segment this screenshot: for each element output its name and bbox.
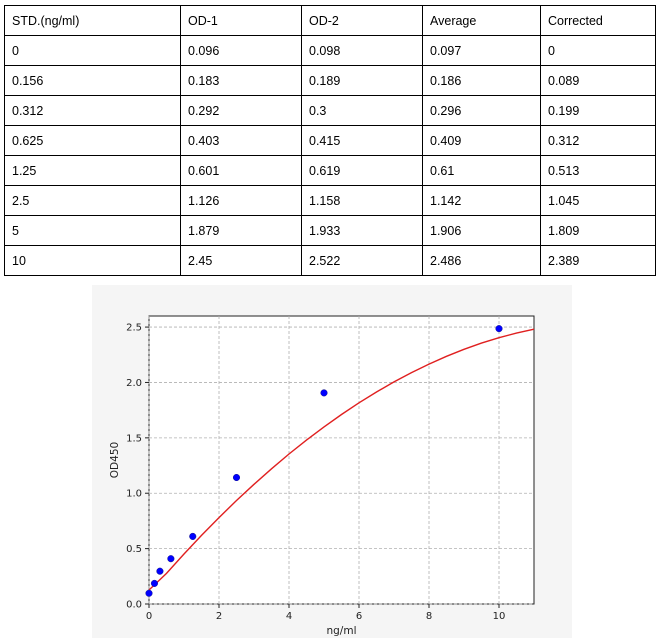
cell-corrected: 1.809	[540, 215, 656, 246]
cell-od2: 0.3	[301, 95, 423, 126]
cell-corrected: 0.199	[540, 95, 656, 126]
cell-average: 0.097	[422, 35, 541, 66]
cell-od1: 0.601	[180, 155, 302, 186]
table-row: 1.25 0.601 0.619 0.61 0.513	[4, 155, 656, 186]
cell-std: 10	[4, 245, 181, 276]
x-axis-label: ng/ml	[326, 625, 356, 637]
y-tick-label: 1.0	[126, 489, 142, 500]
col-header-average: Average	[422, 5, 541, 36]
cell-od2: 0.619	[301, 155, 423, 186]
cell-corrected: 0.513	[540, 155, 656, 186]
cell-std: 1.25	[4, 155, 181, 186]
cell-od2: 2.522	[301, 245, 423, 276]
standards-table: STD.(ng/ml) OD-1 OD-2 Average Corrected …	[4, 5, 656, 276]
cell-od1: 0.403	[180, 125, 302, 156]
cell-od2: 0.415	[301, 125, 423, 156]
x-tick-label: 2	[216, 611, 222, 622]
cell-std: 5	[4, 215, 181, 246]
table-row: 2.5 1.126 1.158 1.142 1.045	[4, 185, 656, 216]
cell-average: 0.296	[422, 95, 541, 126]
col-header-corrected: Corrected	[540, 5, 656, 36]
x-tick-label: 10	[493, 611, 506, 622]
table-row: 10 2.45 2.522 2.486 2.389	[4, 245, 656, 276]
cell-od1: 0.292	[180, 95, 302, 126]
cell-od1: 0.183	[180, 65, 302, 96]
y-tick-label: 0.5	[126, 544, 142, 555]
cell-average: 1.906	[422, 215, 541, 246]
cell-average: 0.61	[422, 155, 541, 186]
data-point	[189, 532, 197, 540]
data-point	[232, 473, 241, 482]
fit-curve-layer	[148, 328, 535, 591]
col-header-od2: OD-2	[301, 5, 423, 36]
standard-curve-chart: 0 2 4 6 8 10 0.0 0.5 1.0 1.5 2.0 2.5 ng/ml OD450	[92, 285, 572, 638]
grid	[148, 316, 534, 605]
cell-od1: 1.879	[180, 215, 302, 246]
axis-ticks: 0 2 4 6 8 10 0.0 0.5 1.0 1.5 2.0 2.5	[126, 323, 505, 622]
data-point	[156, 567, 164, 575]
cell-corrected: 0	[540, 35, 656, 66]
cell-std: 2.5	[4, 185, 181, 216]
cell-od1: 2.45	[180, 245, 302, 276]
data-point	[150, 579, 159, 587]
cell-std: 0.625	[4, 125, 181, 156]
table-row: 0 0.096 0.098 0.097 0	[4, 35, 656, 66]
data-point	[495, 325, 503, 333]
cell-average: 0.409	[422, 125, 541, 156]
table-row: 0.625 0.403 0.415 0.409 0.312	[4, 125, 656, 156]
cell-od2: 1.933	[301, 215, 423, 246]
data-point	[320, 389, 328, 397]
x-tick-label: 8	[426, 611, 432, 622]
cell-corrected: 0.089	[540, 65, 656, 96]
y-axis-label: OD450	[109, 442, 121, 478]
cell-std: 0.156	[4, 65, 181, 96]
table-row: 5 1.879 1.933 1.906 1.809	[4, 215, 656, 246]
x-tick-label: 6	[356, 611, 362, 622]
y-tick-label: 0.0	[126, 600, 142, 611]
data-points-layer	[145, 325, 503, 597]
cell-od1: 0.096	[180, 35, 302, 66]
table-row: 0.156 0.183 0.189 0.186 0.089	[4, 65, 656, 96]
plot-area	[148, 315, 535, 605]
cell-std: 0.312	[4, 95, 181, 126]
fit-curve	[148, 328, 535, 591]
x-tick-label: 0	[146, 611, 152, 622]
table-header-row: STD.(ng/ml) OD-1 OD-2 Average Corrected	[4, 5, 656, 36]
cell-corrected: 1.045	[540, 185, 656, 216]
x-tick-label: 4	[286, 611, 292, 622]
cell-corrected: 2.389	[540, 245, 656, 276]
data-point	[167, 555, 175, 563]
data-point	[145, 589, 153, 597]
cell-average: 1.142	[422, 185, 541, 216]
table-row: 0.312 0.292 0.3 0.296 0.199	[4, 95, 656, 126]
col-header-std: STD.(ng/ml)	[4, 5, 181, 36]
cell-od2: 0.098	[301, 35, 423, 66]
col-header-od1: OD-1	[180, 5, 302, 36]
cell-std: 0	[4, 35, 181, 66]
chart-svg: 0 2 4 6 8 10 0.0 0.5 1.0 1.5 2.0 2.5 ng/ml OD450	[109, 315, 535, 637]
cell-od2: 1.158	[301, 185, 423, 216]
y-tick-label: 1.5	[126, 433, 142, 444]
cell-od2: 0.189	[301, 65, 423, 96]
y-tick-label: 2.0	[126, 378, 142, 389]
cell-od1: 1.126	[180, 185, 302, 216]
cell-corrected: 0.312	[540, 125, 656, 156]
cell-average: 2.486	[422, 245, 541, 276]
cell-average: 0.186	[422, 65, 541, 96]
y-tick-label: 2.5	[126, 323, 142, 334]
